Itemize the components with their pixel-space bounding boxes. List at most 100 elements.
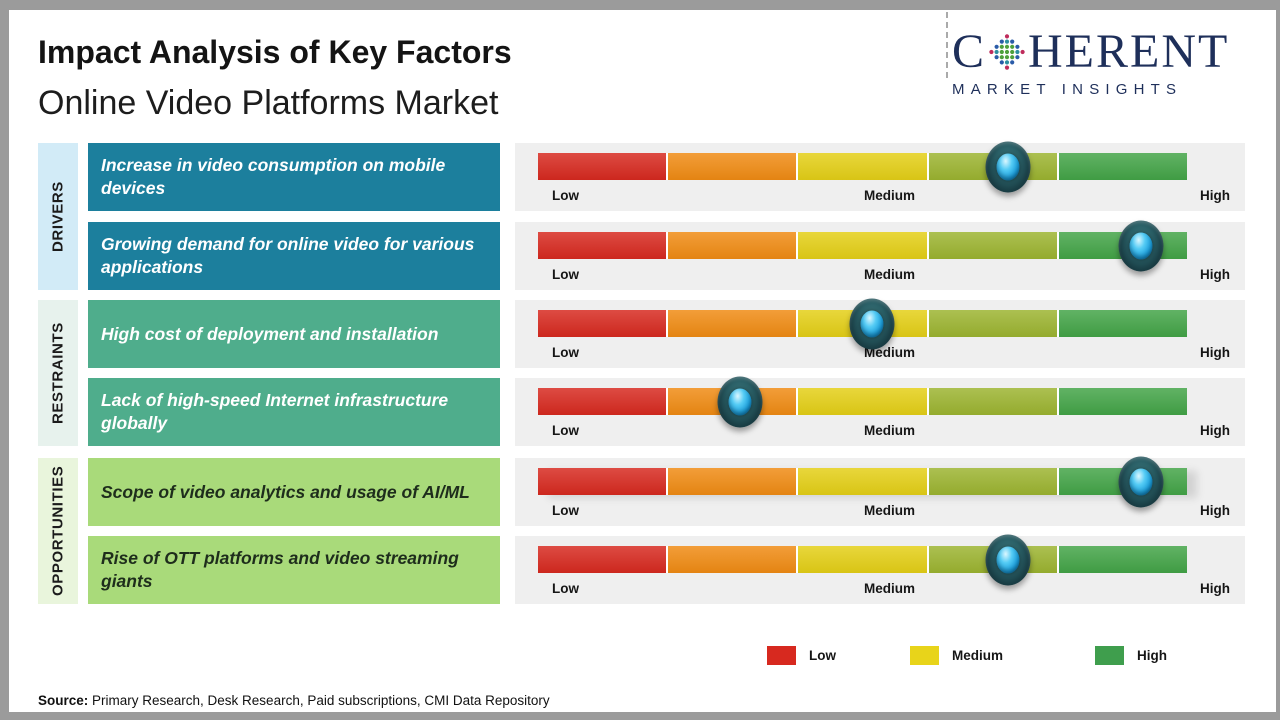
legend-item-high: High xyxy=(1095,646,1167,665)
scale-segment-red xyxy=(538,153,667,180)
scale-label-medium: Medium xyxy=(863,581,915,596)
brand-tagline: MARKET INSIGHTS xyxy=(952,81,1183,98)
legend-swatch-low xyxy=(767,646,796,665)
legend-item-medium: Medium xyxy=(910,646,1003,665)
scale-segment-yellow xyxy=(798,468,927,495)
factor-box: Growing demand for online video for vari… xyxy=(88,222,500,290)
impact-marker xyxy=(717,376,763,427)
scale-label-high: High xyxy=(1199,503,1230,518)
scale-labels: Low Medium High xyxy=(538,345,1230,360)
scale-label-high: High xyxy=(1199,423,1230,438)
impact-gauge: Low Medium High xyxy=(515,456,1245,526)
factor-box: High cost of deployment and installation xyxy=(88,300,500,368)
scale-segment-olive xyxy=(928,388,1057,415)
factor-row: Increase in video consumption on mobile … xyxy=(0,141,1280,211)
brand-wordmark: C xyxy=(952,28,1262,76)
scale-labels: Low Medium High xyxy=(538,267,1230,282)
scale-label-high: High xyxy=(1199,581,1230,596)
source-prefix: Source: xyxy=(38,693,89,708)
impact-scale-bar xyxy=(538,534,1188,585)
scale-segment-green xyxy=(1058,388,1188,415)
brand-logo: C xyxy=(952,28,1262,99)
scale-segment-green xyxy=(1058,546,1188,573)
scale-label-high: High xyxy=(1199,345,1230,360)
scale-labels: Low Medium High xyxy=(538,581,1230,596)
scale-label-low: Low xyxy=(552,267,579,282)
factor-row: Rise of OTT platforms and video streamin… xyxy=(0,534,1280,604)
scale-label-high: High xyxy=(1199,188,1230,203)
impact-gauge: Low Medium High xyxy=(515,298,1245,368)
scale-label-medium: Medium xyxy=(863,188,915,203)
scale-segment-yellow xyxy=(798,153,927,180)
scale-label-low: Low xyxy=(552,345,579,360)
source-text: Primary Research, Desk Research, Paid su… xyxy=(88,693,550,708)
factor-row: Scope of video analytics and usage of AI… xyxy=(0,456,1280,526)
scale-label-low: Low xyxy=(552,503,579,518)
impact-scale-bar xyxy=(538,141,1188,192)
dotted-globe-icon xyxy=(989,34,1025,70)
scale-segment-green xyxy=(1058,310,1188,337)
impact-scale-bar xyxy=(538,456,1188,507)
scale-segment-red xyxy=(538,546,667,573)
scale-labels: Low Medium High xyxy=(538,188,1230,203)
scale-segment-orange xyxy=(668,546,797,573)
scale-segment-olive xyxy=(928,232,1057,259)
factor-box: Scope of video analytics and usage of AI… xyxy=(88,458,500,526)
scale-labels: Low Medium High xyxy=(538,503,1230,518)
scale-segment-orange xyxy=(668,153,797,180)
impact-gauge: Low Medium High xyxy=(515,220,1245,290)
scale-segment-orange xyxy=(668,232,797,259)
impact-scale-bar xyxy=(538,376,1188,427)
factor-row: Growing demand for online video for vari… xyxy=(0,220,1280,290)
scale-segment-orange xyxy=(668,310,797,337)
brand-letters-rest: HERENT xyxy=(1028,25,1230,78)
scale-segment-yellow xyxy=(798,232,927,259)
impact-gauge: Low Medium High xyxy=(515,376,1245,446)
impact-marker xyxy=(849,298,895,349)
scale-segment-yellow xyxy=(798,546,927,573)
scale-segment-red xyxy=(538,468,667,495)
scale-label-medium: Medium xyxy=(863,345,915,360)
factor-box: Rise of OTT platforms and video streamin… xyxy=(88,536,500,604)
legend-label-medium: Medium xyxy=(952,648,1004,663)
dashed-divider xyxy=(946,12,948,78)
legend-item-low: Low xyxy=(767,646,836,665)
legend-swatch-high xyxy=(1095,646,1124,665)
page-title: Impact Analysis of Key Factors xyxy=(38,34,512,70)
scale-segment-orange xyxy=(668,468,797,495)
scale-label-medium: Medium xyxy=(863,503,915,518)
legend-swatch-medium xyxy=(910,646,939,665)
impact-marker xyxy=(1118,220,1164,271)
scale-segment-red xyxy=(538,388,667,415)
scale-label-medium: Medium xyxy=(863,267,915,282)
scale-label-low: Low xyxy=(552,188,579,203)
impact-marker-core xyxy=(1129,468,1153,495)
impact-marker xyxy=(985,534,1031,585)
impact-marker-core xyxy=(996,153,1020,180)
impact-marker-core xyxy=(1129,232,1153,259)
impact-marker xyxy=(985,141,1031,192)
brand-letter-c: C xyxy=(952,25,987,78)
impact-scale-bar xyxy=(538,220,1188,271)
source-line: Source: Primary Research, Desk Research,… xyxy=(38,693,550,708)
scale-segment-red xyxy=(538,310,667,337)
scale-label-high: High xyxy=(1199,267,1230,282)
scale-segment-red xyxy=(538,232,667,259)
factor-row: Lack of high-speed Internet infrastructu… xyxy=(0,376,1280,446)
scale-segment-olive xyxy=(928,468,1057,495)
factor-row: High cost of deployment and installation… xyxy=(0,298,1280,368)
impact-marker-core xyxy=(860,310,884,337)
legend-label-low: Low xyxy=(809,648,836,663)
scale-segment-green xyxy=(1058,153,1188,180)
scale-labels: Low Medium High xyxy=(538,423,1230,438)
scale-segment-olive xyxy=(928,310,1057,337)
scale-segment-yellow xyxy=(798,388,927,415)
legend-label-high: High xyxy=(1137,648,1167,663)
scale-label-medium: Medium xyxy=(863,423,915,438)
factor-box: Lack of high-speed Internet infrastructu… xyxy=(88,378,500,446)
impact-marker-core xyxy=(728,388,752,415)
impact-gauge: Low Medium High xyxy=(515,141,1245,211)
impact-marker xyxy=(1118,456,1164,507)
page-subtitle: Online Video Platforms Market xyxy=(38,84,499,122)
